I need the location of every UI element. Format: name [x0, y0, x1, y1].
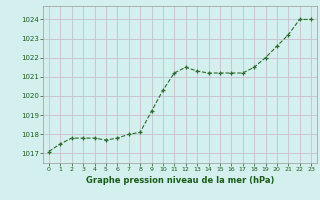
X-axis label: Graphe pression niveau de la mer (hPa): Graphe pression niveau de la mer (hPa)	[86, 176, 274, 185]
